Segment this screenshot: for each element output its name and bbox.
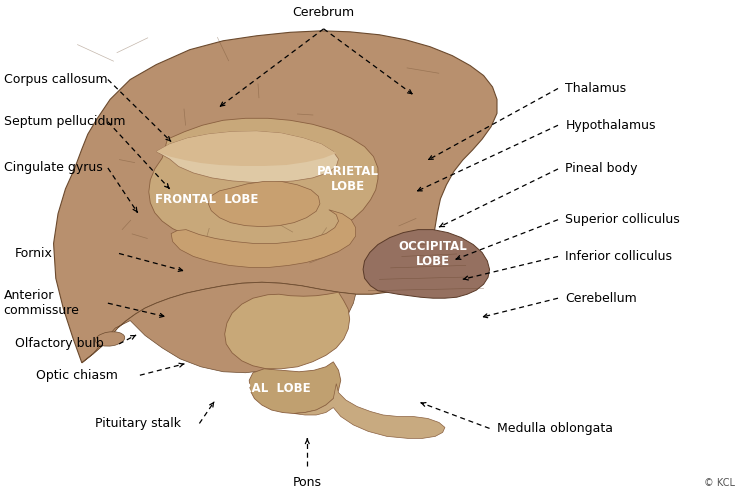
Polygon shape bbox=[82, 282, 356, 373]
Text: Superior colliculus: Superior colliculus bbox=[565, 213, 680, 226]
Text: FRONTAL  LOBE: FRONTAL LOBE bbox=[155, 193, 258, 206]
Polygon shape bbox=[249, 362, 341, 414]
Polygon shape bbox=[156, 131, 339, 182]
Text: © KCL: © KCL bbox=[704, 478, 735, 488]
Text: Anterior
commissure: Anterior commissure bbox=[4, 289, 80, 317]
Text: Cerebellum: Cerebellum bbox=[565, 292, 637, 305]
Polygon shape bbox=[208, 181, 320, 227]
Text: OCCIPITAL
LOBE: OCCIPITAL LOBE bbox=[399, 241, 467, 268]
Polygon shape bbox=[225, 292, 350, 369]
Ellipse shape bbox=[95, 332, 125, 346]
Text: Thalamus: Thalamus bbox=[565, 82, 626, 95]
Text: Corpus callosum: Corpus callosum bbox=[4, 73, 107, 86]
Text: Fornix: Fornix bbox=[15, 247, 53, 260]
Text: Optic chiasm: Optic chiasm bbox=[36, 369, 118, 382]
Text: Pons: Pons bbox=[293, 476, 321, 489]
Polygon shape bbox=[294, 384, 445, 438]
Text: Medulla oblongata: Medulla oblongata bbox=[497, 422, 613, 435]
Polygon shape bbox=[149, 118, 378, 248]
Polygon shape bbox=[156, 131, 336, 166]
Text: TEMPORAL  LOBE: TEMPORAL LOBE bbox=[196, 382, 310, 395]
Text: Hypothalamus: Hypothalamus bbox=[565, 119, 656, 132]
Text: Pineal body: Pineal body bbox=[565, 163, 638, 175]
Polygon shape bbox=[171, 210, 356, 267]
Text: Cerebrum: Cerebrum bbox=[292, 6, 355, 19]
Text: Olfactory bulb: Olfactory bulb bbox=[15, 337, 103, 350]
Polygon shape bbox=[54, 31, 497, 363]
Text: Pituitary stalk: Pituitary stalk bbox=[95, 417, 182, 430]
Text: Inferior colliculus: Inferior colliculus bbox=[565, 250, 673, 263]
Polygon shape bbox=[363, 230, 490, 298]
Text: PARIETAL
LOBE: PARIETAL LOBE bbox=[317, 165, 379, 193]
Text: Septum pellucidum: Septum pellucidum bbox=[4, 115, 125, 128]
Text: Cingulate gyrus: Cingulate gyrus bbox=[4, 162, 103, 174]
